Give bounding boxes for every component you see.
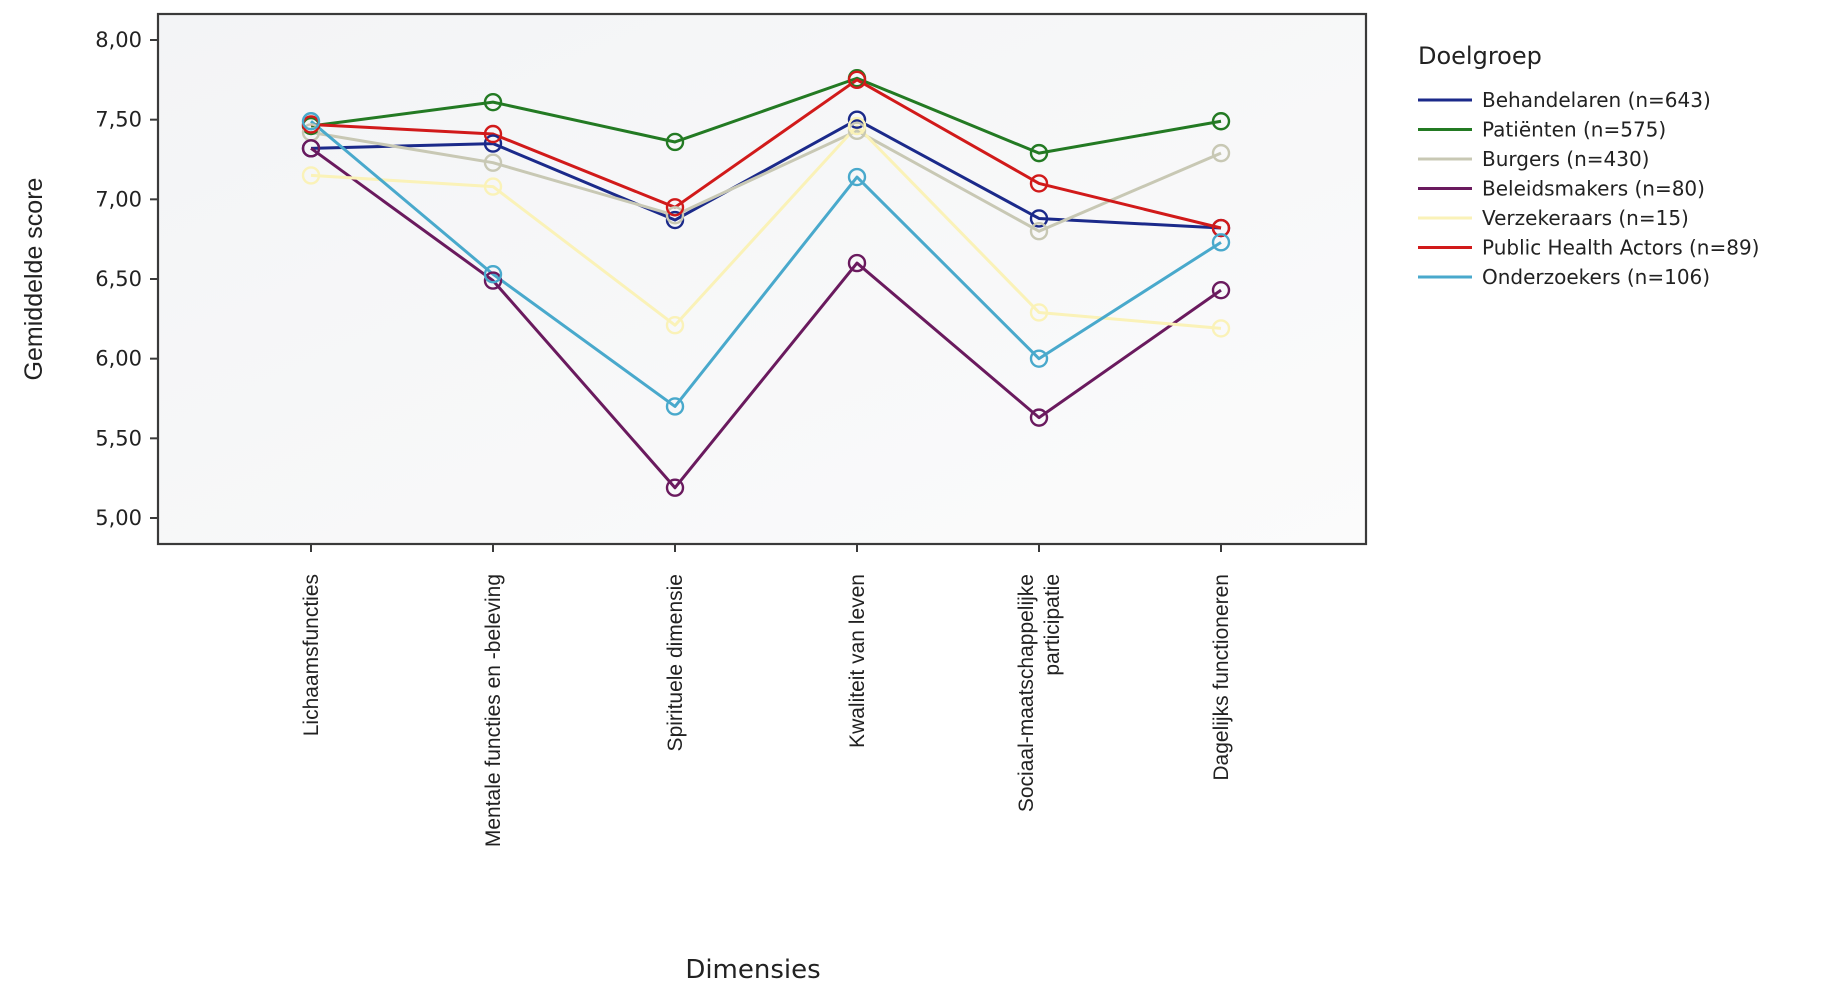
- data-point-4-3: [847, 116, 867, 136]
- x-tick-label: Lichaamsfuncties: [300, 574, 323, 736]
- legend-label-5: Public Health Actors (n=89): [1482, 236, 1759, 260]
- data-point-5-1: [483, 124, 503, 144]
- data-point-6-3: [847, 167, 867, 187]
- x-tick-label: Dagelijks functioneren: [1210, 574, 1233, 781]
- data-point-4-4: [1029, 303, 1049, 322]
- y-axis-label: Gemiddelde score: [20, 178, 48, 381]
- data-point-6-2: [665, 397, 685, 416]
- series-markers: [301, 69, 1231, 497]
- y-tick-label: 5,00: [95, 506, 142, 530]
- x-tick-label: participatie: [1041, 574, 1064, 676]
- data-point-6-5: [1211, 233, 1231, 252]
- series-line-3: [310, 147, 1222, 490]
- series-line-2: [310, 129, 1222, 233]
- legend-label-1: Patiënten (n=575): [1482, 118, 1666, 142]
- legend-label-4: Verzekeraars (n=15): [1482, 206, 1689, 230]
- data-point-5-3: [847, 70, 867, 90]
- x-tick-label: Sociaal-maatschappelijke: [1015, 574, 1038, 812]
- y-axis: 5,00 5,50 6,00 6,50 7,00 7,50 8,00: [95, 28, 158, 530]
- data-point-3-4: [1029, 408, 1049, 427]
- data-point-3-1: [483, 271, 503, 290]
- data-point-4-0: [301, 166, 321, 185]
- data-point-0-2: [665, 210, 685, 230]
- y-tick-label: 7,00: [95, 187, 142, 211]
- data-point-3-3: [847, 253, 867, 273]
- series-lines: [310, 76, 1222, 490]
- series-line-0: [310, 118, 1222, 230]
- legend-label-2: Burgers (n=430): [1482, 147, 1649, 171]
- data-point-4-2: [665, 316, 685, 335]
- data-point-2-3: [847, 121, 867, 141]
- x-tick-label: Mentale functies en -beleving: [482, 574, 505, 847]
- data-point-1-2: [665, 132, 685, 152]
- legend: Doelgroep Behandelaren (n=643) Patiënten …: [1418, 42, 1759, 289]
- data-point-3-5: [1211, 280, 1231, 300]
- series-line-1: [310, 76, 1222, 155]
- x-axis-label: Dimensies: [685, 955, 820, 985]
- data-point-6-0: [301, 112, 321, 131]
- data-point-2-4: [1029, 221, 1049, 241]
- plot-area: [156, 12, 1368, 546]
- data-point-0-4: [1029, 209, 1049, 228]
- data-point-3-2: [665, 478, 685, 497]
- data-point-1-1: [483, 92, 503, 112]
- legend-label-6: Onderzoekers (n=106): [1482, 265, 1710, 289]
- legend-label-0: Behandelaren (n=643): [1482, 88, 1711, 112]
- data-point-6-1: [483, 265, 503, 284]
- x-tick-label: Spirituele dimensie: [664, 574, 687, 751]
- data-point-5-5: [1211, 218, 1231, 238]
- data-point-5-2: [665, 198, 685, 217]
- data-point-1-4: [1029, 143, 1049, 163]
- data-point-3-0: [301, 139, 321, 158]
- data-point-2-1: [483, 153, 503, 172]
- data-point-0-1: [483, 134, 503, 153]
- y-tick-label: 7,50: [95, 108, 142, 132]
- y-tick-label: 6,50: [95, 267, 142, 291]
- data-point-1-5: [1211, 112, 1231, 131]
- series-line-6: [310, 120, 1222, 408]
- data-point-4-5: [1211, 319, 1231, 338]
- y-tick-label: 8,00: [95, 28, 142, 52]
- y-tick-label: 5,50: [95, 426, 142, 450]
- data-point-4-1: [483, 177, 503, 196]
- y-tick-label: 6,00: [95, 347, 142, 371]
- data-point-2-2: [665, 206, 685, 225]
- x-axis: Lichaamsfuncties Mentale functies en -bel…: [300, 544, 1233, 847]
- series-line-5: [310, 78, 1222, 230]
- series-line-4: [310, 124, 1222, 330]
- x-tick-label: Kwaliteit van leven: [846, 574, 869, 748]
- data-point-6-4: [1029, 349, 1049, 368]
- data-point-5-4: [1029, 174, 1049, 193]
- legend-title: Doelgroep: [1418, 42, 1542, 70]
- data-point-2-5: [1211, 143, 1231, 163]
- data-point-0-3: [847, 110, 867, 129]
- legend-label-3: Beleidsmakers (n=80): [1482, 177, 1705, 201]
